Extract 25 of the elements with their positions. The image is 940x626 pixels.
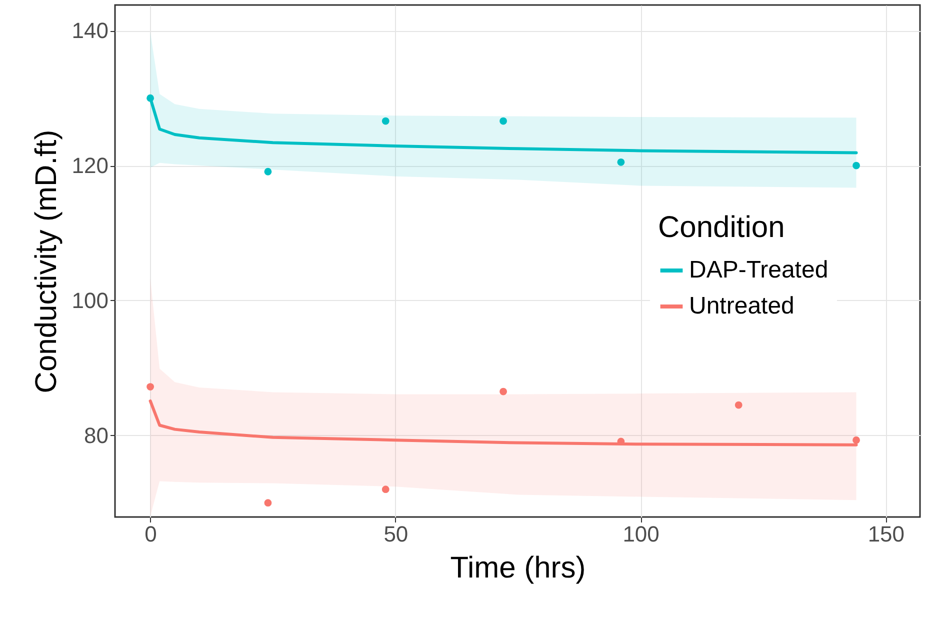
y-axis-title: Conductivity (mD.ft) — [30, 130, 63, 394]
point — [146, 94, 154, 102]
x-axis-title: Time (hrs) — [450, 552, 586, 584]
point — [617, 158, 625, 166]
x-tick-label: 150 — [868, 522, 905, 546]
y-tick-label: 120 — [72, 153, 108, 178]
point — [264, 499, 272, 507]
y-tick-label: 80 — [84, 422, 108, 448]
point — [382, 117, 390, 125]
legend-label: Untreated — [689, 292, 794, 320]
x-tick-label: 0 — [144, 522, 157, 546]
point — [500, 117, 507, 125]
point — [852, 436, 860, 444]
y-tick-label: 100 — [72, 288, 108, 313]
legend-title: Condition — [658, 211, 785, 244]
legend-label: DAP-Treated — [689, 256, 828, 284]
point — [734, 401, 742, 409]
x-tick-label: 100 — [622, 522, 660, 546]
point — [500, 388, 507, 396]
point — [146, 383, 154, 391]
point — [264, 168, 272, 176]
point — [852, 162, 860, 170]
x-tick-label: 50 — [384, 522, 408, 546]
point — [382, 486, 390, 494]
y-tick-label: 140 — [72, 18, 108, 44]
